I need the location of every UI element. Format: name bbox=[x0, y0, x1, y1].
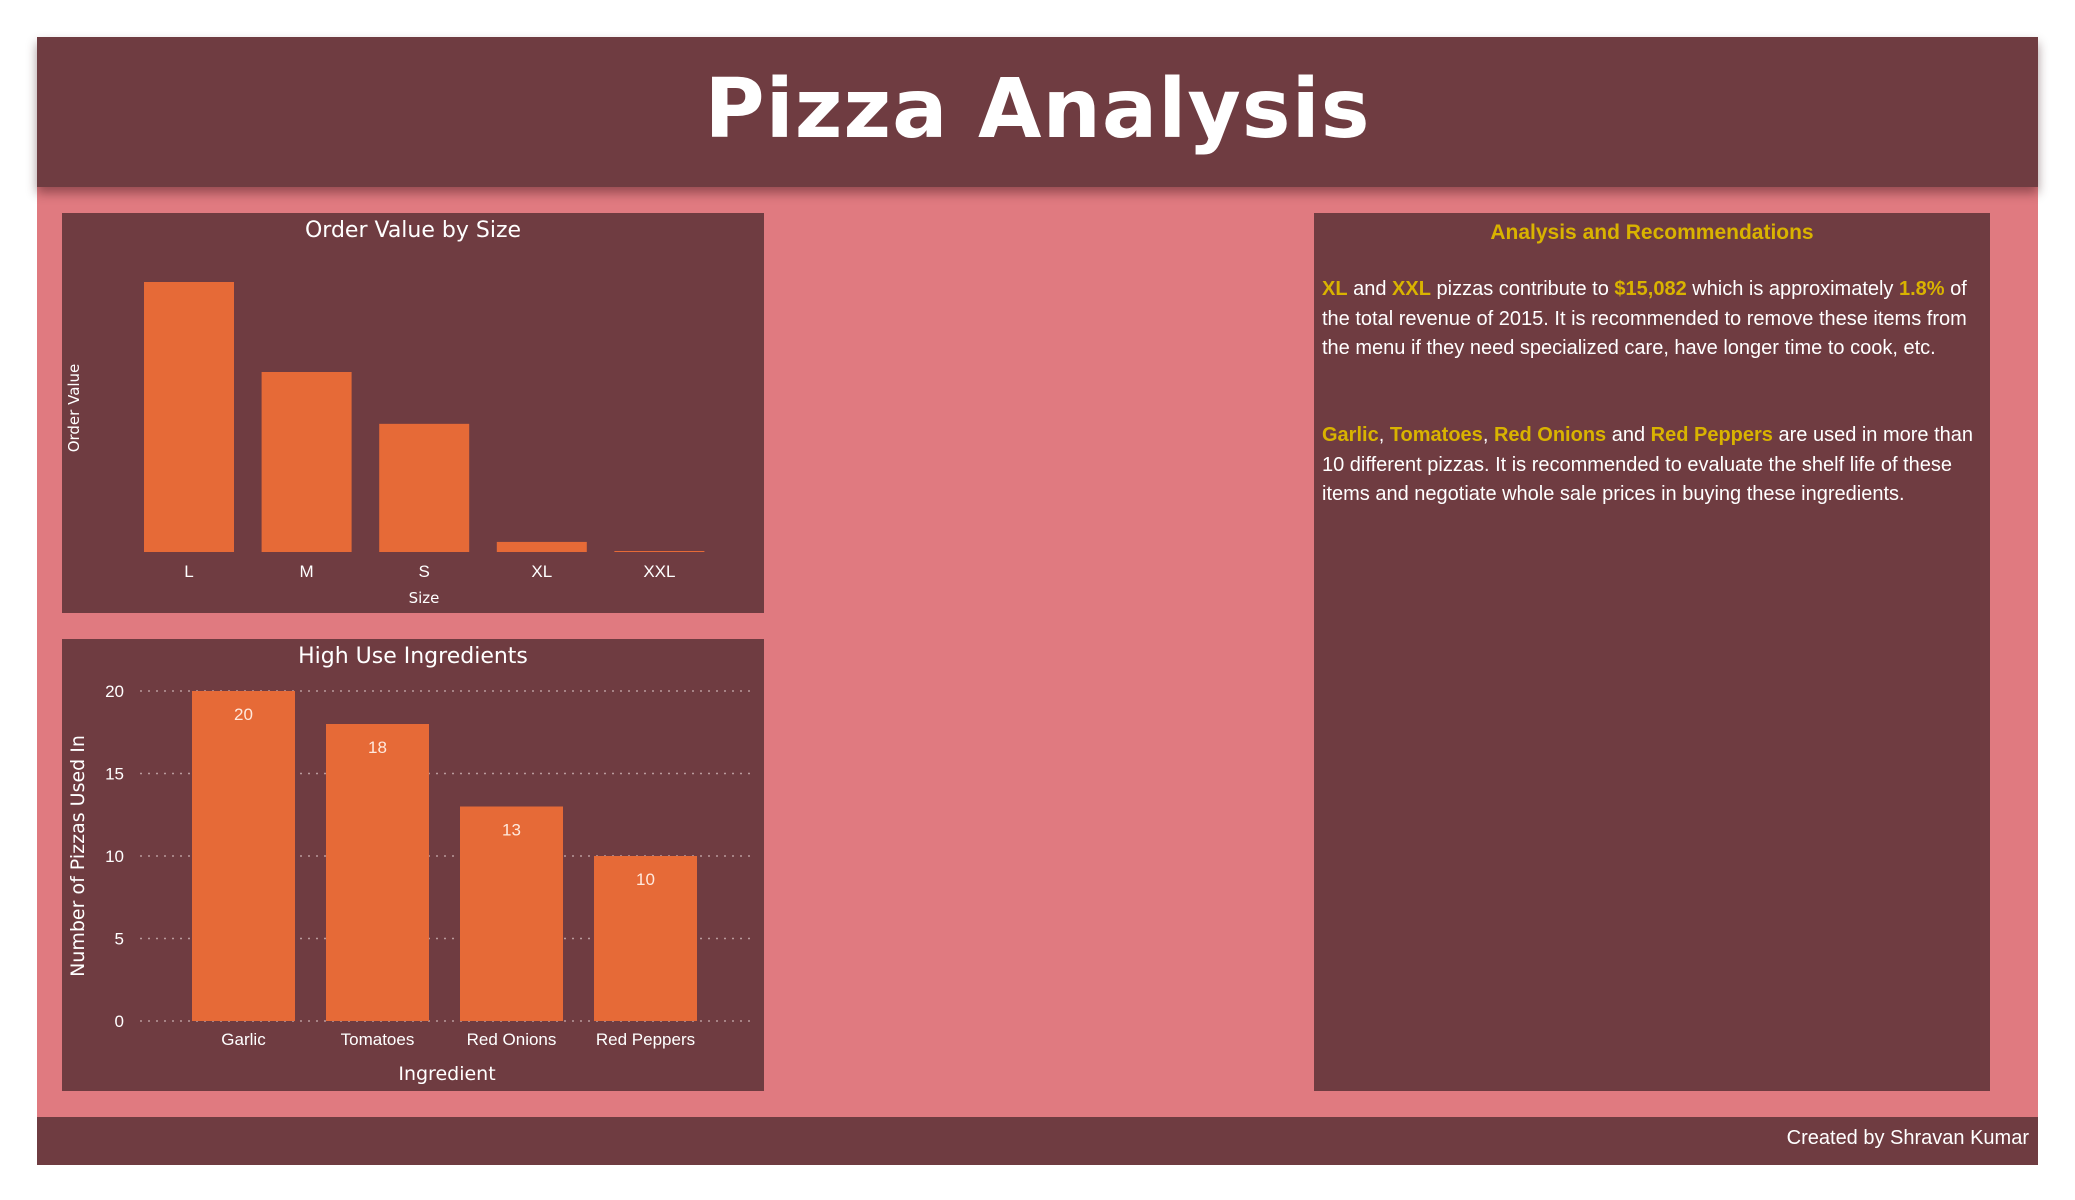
order-value-by-size-chart: Order Value by Size Order Value Size L M S XL X… bbox=[62, 213, 764, 613]
x-axis-label: Size bbox=[409, 589, 440, 607]
x-tick-label: Garlic bbox=[221, 1030, 266, 1049]
high-use-ingredients-chart: High Use Ingredients Number of Pizzas Use… bbox=[62, 639, 764, 1091]
bar-s bbox=[379, 423, 470, 552]
order-value-chart-svg: Order Value by Size Order Value Size L M S XL X… bbox=[65, 218, 705, 607]
text-segment: and bbox=[1606, 424, 1651, 446]
footer-bar: Created by Shravan Kumar bbox=[37, 1117, 2038, 1165]
bar-xl bbox=[496, 541, 587, 552]
highlight-percent: 1.8% bbox=[1899, 278, 1945, 300]
highlight-tomatoes: Tomatoes bbox=[1389, 424, 1483, 446]
text-segment: are used in more than 10 different pizza… bbox=[1322, 424, 1974, 505]
x-tick-label: Tomatoes bbox=[341, 1030, 415, 1049]
y-axis-label: Number of Pizzas Used In bbox=[67, 735, 89, 977]
bar-garlic bbox=[192, 691, 295, 1021]
y-tick-label: 5 bbox=[115, 930, 124, 949]
highlight-xl: XL bbox=[1322, 278, 1348, 300]
text-segment: and bbox=[1347, 278, 1393, 300]
data-label: 10 bbox=[636, 870, 655, 889]
y-tick-label: 0 bbox=[115, 1012, 124, 1031]
bar-tomatoes bbox=[326, 724, 429, 1021]
text-segment: , bbox=[1482, 424, 1494, 446]
highlight-xxl: XXL bbox=[1392, 278, 1431, 300]
text-segment: of the total revenue of 2015. It is reco… bbox=[1322, 278, 1967, 359]
header-banner: Pizza Analysis bbox=[37, 37, 2038, 187]
x-tick-label: Red Peppers bbox=[596, 1030, 695, 1049]
text-segment: , bbox=[1378, 424, 1390, 446]
x-axis-label: Ingredient bbox=[398, 1063, 495, 1085]
text-segment: which is approximately bbox=[1686, 278, 1899, 300]
x-tick-label: M bbox=[300, 562, 314, 581]
author-credit: Created by Shravan Kumar bbox=[1786, 1127, 2029, 1149]
chart-title: Order Value by Size bbox=[305, 218, 521, 243]
y-tick-label: 10 bbox=[105, 847, 124, 866]
page-title: Pizza Analysis bbox=[704, 61, 1371, 157]
x-tick-label: XL bbox=[531, 562, 552, 581]
analysis-paragraph-1: XL and XXL pizzas contribute to $15,082 … bbox=[1322, 275, 1982, 364]
highlight-red-peppers: Red Peppers bbox=[1650, 424, 1773, 446]
data-label: 13 bbox=[502, 821, 521, 840]
ingredients-chart-svg: High Use Ingredients Number of Pizzas Use… bbox=[67, 644, 752, 1085]
text-segment: pizzas contribute to bbox=[1430, 278, 1615, 300]
highlight-garlic: Garlic bbox=[1322, 424, 1379, 446]
analysis-title: Analysis and Recommendations bbox=[1490, 221, 1814, 244]
y-axis-label: Order Value bbox=[65, 364, 83, 453]
chart-title: High Use Ingredients bbox=[298, 644, 528, 669]
analysis-paragraph-2: Garlic, Tomatoes, Red Onions and Red Pep… bbox=[1322, 421, 1982, 510]
data-label: 20 bbox=[234, 705, 253, 724]
dashboard-canvas: Pizza Analysis Order Value by Size Order … bbox=[37, 37, 2038, 1165]
y-tick-label: 15 bbox=[105, 765, 124, 784]
bar-red-onions bbox=[460, 806, 563, 1021]
highlight-amount: $15,082 bbox=[1614, 278, 1687, 300]
x-tick-label: S bbox=[419, 562, 430, 581]
data-label: 18 bbox=[368, 738, 387, 757]
x-tick-label: Red Onions bbox=[467, 1030, 557, 1049]
x-tick-label: L bbox=[184, 562, 193, 581]
analysis-panel: Analysis and Recommendations XL and XXL … bbox=[1314, 213, 1990, 1091]
bar-l bbox=[144, 282, 234, 552]
bar-red-peppers bbox=[594, 856, 697, 1021]
x-tick-label: XXL bbox=[643, 562, 675, 581]
highlight-red-onions: Red Onions bbox=[1493, 424, 1607, 446]
bar-xxl bbox=[614, 551, 705, 552]
bar-m bbox=[261, 372, 352, 552]
y-tick-label: 20 bbox=[105, 682, 124, 701]
